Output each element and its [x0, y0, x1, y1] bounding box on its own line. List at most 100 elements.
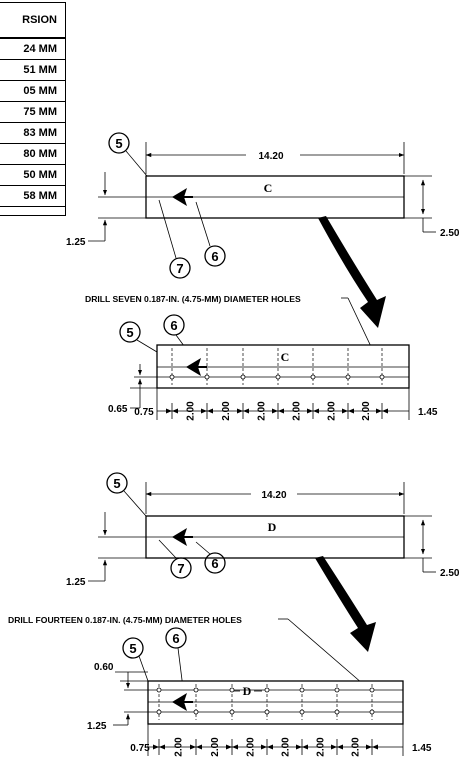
- dimension-arrowhead: [243, 408, 249, 414]
- conversion-table-cell: 58 MM: [0, 186, 65, 207]
- drill-hole: [379, 374, 385, 380]
- dimension-arrowhead: [313, 408, 319, 414]
- dimension-arrowhead: [226, 744, 232, 750]
- dimension-arrowhead: [267, 744, 273, 750]
- drill-hole: [369, 687, 375, 693]
- dimension-arrowhead: [278, 408, 284, 414]
- conversion-table-cell: 80 MM: [0, 144, 65, 165]
- part-d-top-length: 14.20: [261, 490, 286, 501]
- part-c-drill-holes: [169, 348, 385, 385]
- callout-5-label-d2: 5: [129, 641, 136, 656]
- part-c-letter: C: [264, 181, 273, 195]
- dimension-arrowhead: [237, 408, 243, 414]
- part-d-start-offset: 0.75: [130, 743, 150, 754]
- spacing-label: 2.00: [361, 401, 372, 421]
- dimension-arrowhead: [366, 744, 372, 750]
- drill-hole: [299, 709, 305, 715]
- process-arrow-c: [318, 216, 386, 328]
- dimension-arrowhead: [382, 408, 388, 414]
- dimension-arrowhead: [337, 744, 343, 750]
- drill-hole: [240, 374, 246, 380]
- drill-hole: [334, 709, 340, 715]
- part-c-direction-arrow: [172, 188, 187, 206]
- callout-6-circle: [204, 245, 226, 267]
- callout-6-circle-c2: [163, 314, 185, 336]
- conversion-table-cell: 83 MM: [0, 123, 65, 144]
- callout-6-label-d2: 6: [172, 631, 179, 646]
- dimension-arrowhead: [166, 408, 172, 414]
- part-c-height: 2.50: [440, 228, 460, 239]
- dimension-arrowhead: [232, 744, 238, 750]
- spacing-label: 2.00: [257, 401, 268, 421]
- part-c-hole-row-offset: 1.25: [66, 237, 86, 248]
- conversion-table-cell: 75 MM: [0, 102, 65, 123]
- dimension-arrowhead: [331, 744, 337, 750]
- callout-5-circle-d: [106, 472, 128, 494]
- dimension-arrowhead: [348, 408, 354, 414]
- conversion-table-rows: 24 MM 51 MM 05 MM 75 MM 83 MM 80 MM 50 MM 58 MM: [0, 39, 65, 207]
- callout-5-label-d: 5: [113, 476, 120, 491]
- spacing-label: 2.00: [221, 401, 232, 421]
- spacing-label: 2.00: [351, 737, 362, 757]
- part-d-end-offset: 1.45: [412, 743, 432, 754]
- conversion-table-cell: 51 MM: [0, 60, 65, 81]
- part-c-drilled-letter: C: [281, 350, 290, 364]
- part-c-blank: 5 14.20 C 2.50: [66, 132, 460, 279]
- dimension-arrowhead: [190, 744, 196, 750]
- part-c-end-offset: 1.45: [418, 407, 438, 418]
- drill-hole: [204, 374, 210, 380]
- part-d-spacing-dimensions: 2.00 2.00 2.00 2.00 2.00 2.00: [153, 737, 378, 757]
- callout-6-label: 6: [211, 249, 218, 264]
- part-d-blank: 5 14.20 D 2.50 1.25: [66, 472, 460, 588]
- part-c-spacing-dimensions: 2.00 2.00 2.00 2.00 2.00 2.00: [166, 401, 388, 421]
- part-d-direction-arrow: [172, 528, 187, 546]
- conversion-table: RSION 24 MM 51 MM 05 MM 75 MM 83 MM 80 MM 50 M…: [0, 2, 66, 216]
- dimension-arrowhead: [307, 408, 313, 414]
- drill-hole: [299, 687, 305, 693]
- drill-hole: [229, 687, 235, 693]
- part-c-top-length: 14.20: [258, 151, 283, 162]
- drill-hole: [169, 374, 175, 380]
- callout-7-label: 7: [176, 261, 183, 276]
- dimension-arrowhead: [261, 744, 267, 750]
- part-d-drilled-direction-arrow: [172, 693, 187, 711]
- part-d-drill-holes: [156, 684, 375, 720]
- dimension-arrowhead: [376, 408, 382, 414]
- callout-7-circle: [169, 257, 191, 279]
- drill-hole: [345, 374, 351, 380]
- callout-6-label-d: 6: [211, 556, 218, 571]
- callout-5-label-c2: 5: [126, 325, 133, 340]
- drill-hole: [275, 374, 281, 380]
- dimension-arrowhead: [159, 744, 165, 750]
- part-d-hole-row-offset: 1.25: [66, 577, 86, 588]
- part-d-letter: D: [268, 520, 277, 534]
- conversion-table-cell: 50 MM: [0, 165, 65, 186]
- spacing-label: 2.00: [246, 737, 257, 757]
- spacing-label: 2.00: [327, 401, 338, 421]
- callout-5-circle: [108, 132, 130, 154]
- conversion-table-cell: 05 MM: [0, 81, 65, 102]
- process-arrow-d: [315, 556, 376, 652]
- conversion-table-header: RSION: [0, 3, 65, 39]
- part-d-drill-note: DRILL FOURTEEN 0.187-IN. (4.75-MM) DIAME…: [8, 615, 242, 625]
- part-c-drilled: DRILL SEVEN 0.187-IN. (4.75-MM) DIAMETER…: [85, 294, 438, 421]
- spacing-label: 2.00: [210, 737, 221, 757]
- callout-6-label-c2: 6: [170, 318, 177, 333]
- dimension-arrowhead: [342, 408, 348, 414]
- spacing-label: 2.00: [316, 737, 327, 757]
- dimension-arrowhead: [153, 744, 159, 750]
- drill-hole: [156, 709, 162, 715]
- drill-hole: [334, 687, 340, 693]
- part-d-drilled-letter: D: [243, 684, 252, 698]
- drill-hole: [264, 709, 270, 715]
- spacing-label: 2.00: [292, 401, 303, 421]
- dimension-arrowhead: [172, 408, 178, 414]
- callout-5-label: 5: [115, 136, 122, 151]
- drill-hole: [193, 687, 199, 693]
- drill-hole: [310, 374, 316, 380]
- drill-hole: [229, 709, 235, 715]
- part-d-bottom-hole-offset: 1.25: [87, 721, 107, 732]
- dimension-arrowhead: [196, 744, 202, 750]
- part-d-drilled: DRILL FOURTEEN 0.187-IN. (4.75-MM) DIAME…: [8, 615, 432, 757]
